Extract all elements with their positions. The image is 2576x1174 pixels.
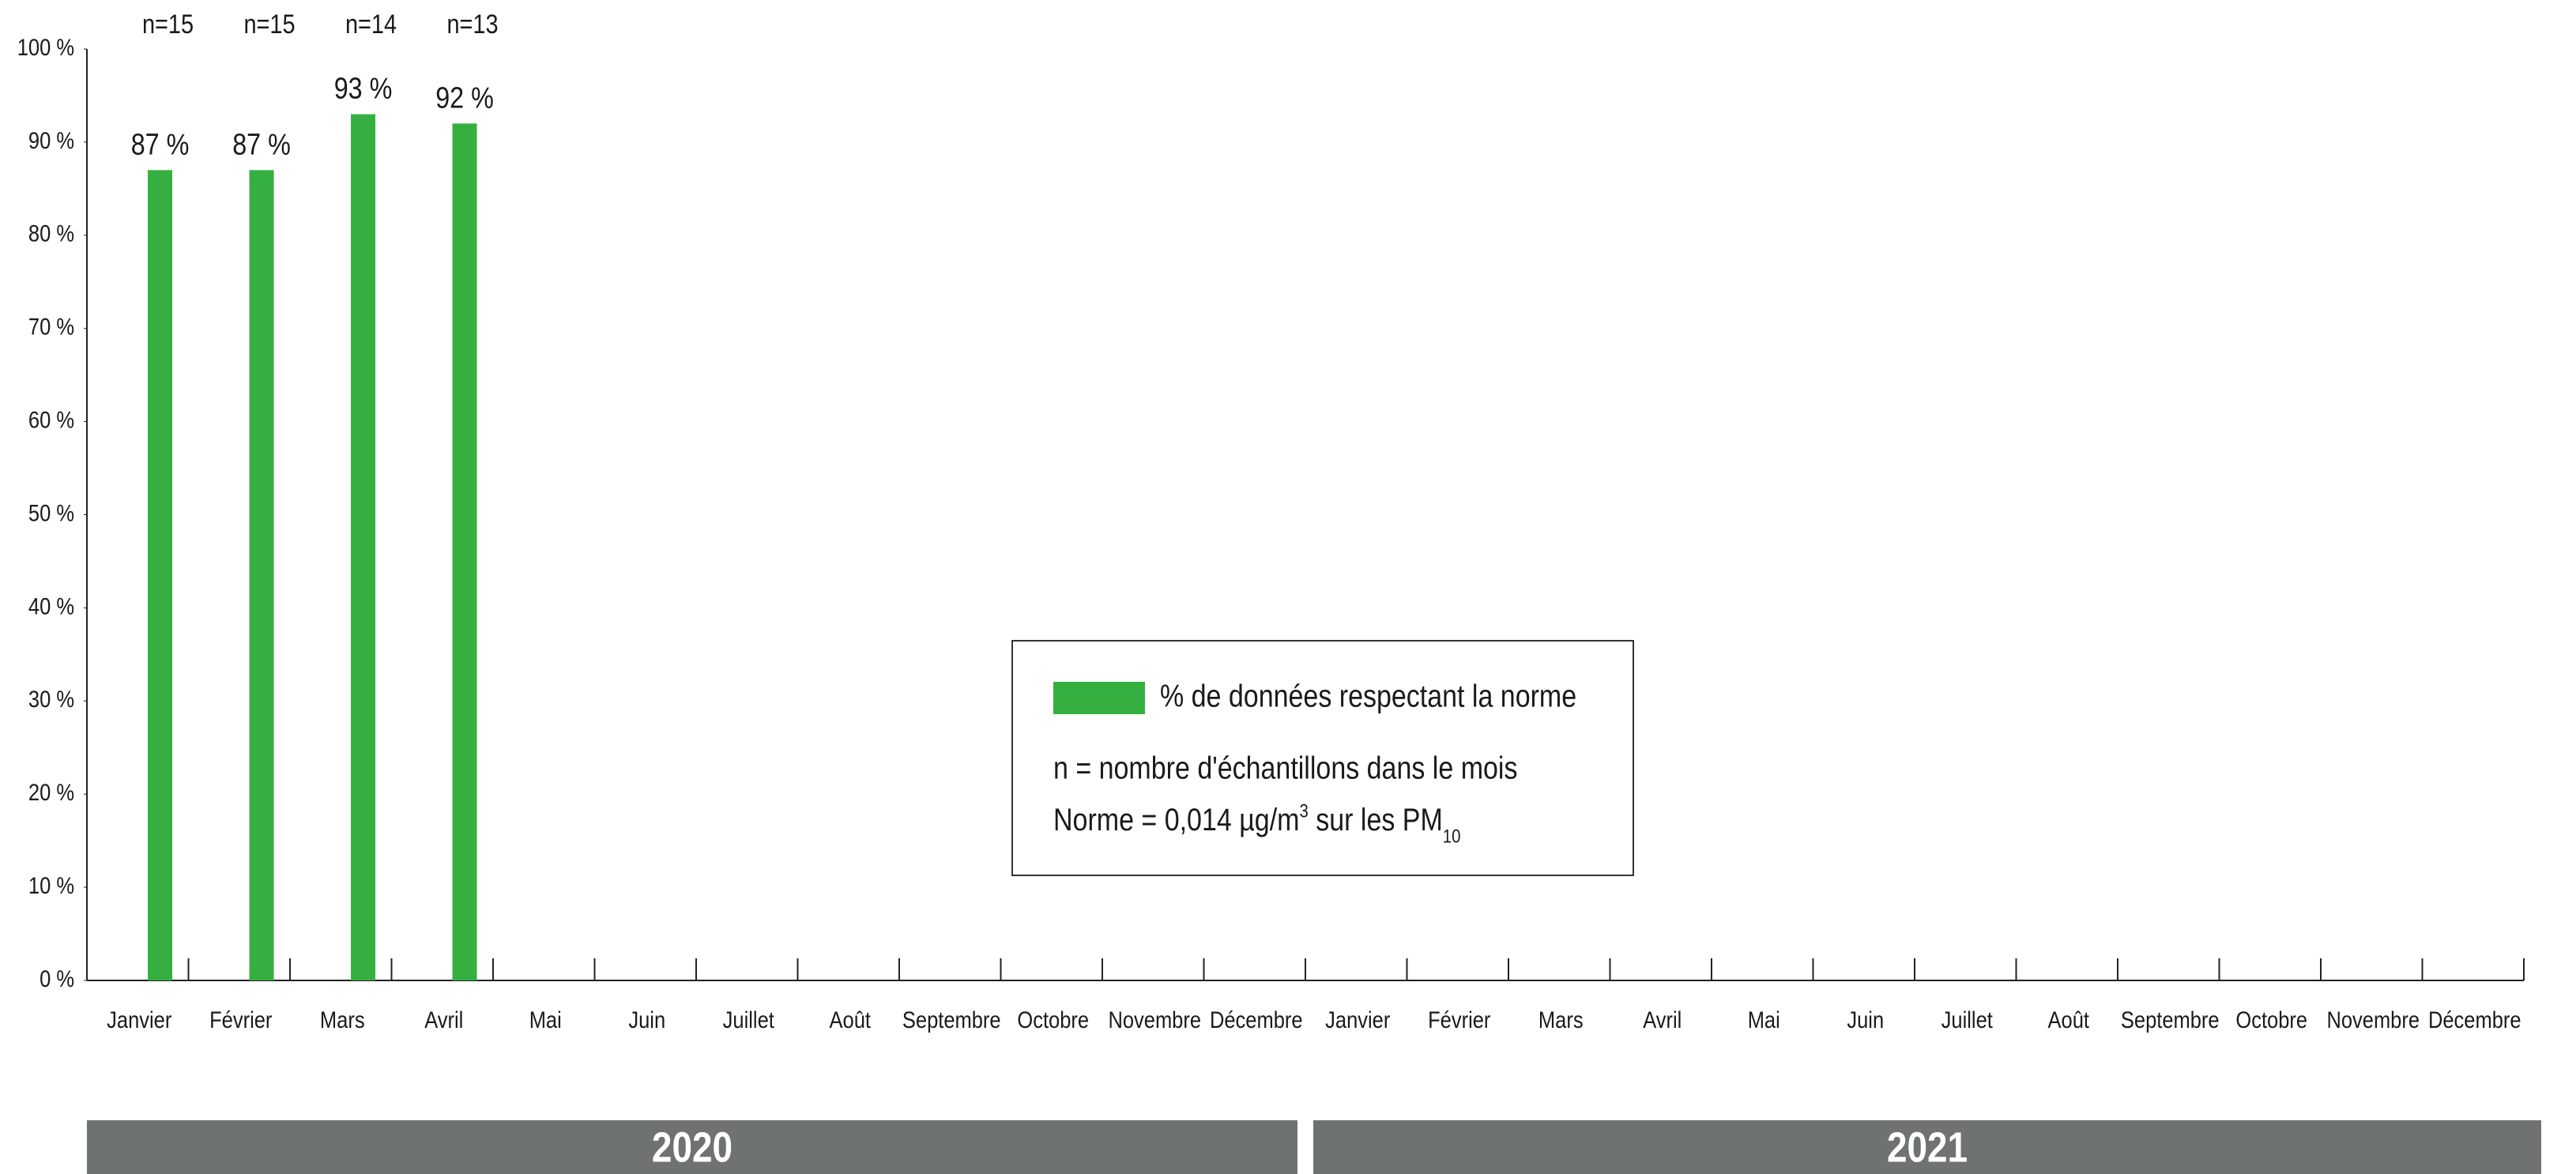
x-tick-label: Juillet <box>723 1007 774 1033</box>
value-label: 93 % <box>334 72 393 105</box>
y-tick-label: 0 % <box>40 965 74 992</box>
y-tick-label: 30 % <box>28 686 74 712</box>
y-tick-label: 90 % <box>28 127 74 153</box>
y-tick-label: 100 % <box>17 34 74 60</box>
legend-swatch <box>1053 682 1145 714</box>
legend-box <box>1011 640 1634 876</box>
x-tick-label: Mars <box>320 1007 365 1033</box>
x-tick-label: Avril <box>1643 1007 1682 1033</box>
sample-count: n=14 <box>345 9 397 40</box>
x-tick-label: Août <box>830 1007 872 1033</box>
note-subscript: 10 <box>1443 826 1461 847</box>
bar <box>249 170 274 980</box>
sample-count: n=13 <box>446 9 498 40</box>
y-tick-label: 70 % <box>28 314 74 340</box>
x-tick-label: Mai <box>529 1007 562 1033</box>
note-superscript: 3 <box>1299 800 1308 822</box>
x-tick-label: Janvier <box>1325 1007 1390 1033</box>
legend-note: n = nombre d'échantillons dans le mois <box>1053 750 1517 785</box>
x-tick-label: Novembre <box>1108 1007 1201 1033</box>
bar <box>148 170 173 980</box>
y-tick-label: 60 % <box>28 407 74 433</box>
year-label: 2020 <box>652 1123 733 1171</box>
note-text: sur les PM <box>1309 801 1443 837</box>
value-label: 92 % <box>435 81 494 115</box>
value-label: 87 % <box>131 128 190 161</box>
x-tick-label: Mars <box>1538 1007 1584 1033</box>
x-tick-label: Février <box>209 1007 272 1033</box>
year-label: 2021 <box>1887 1123 1968 1171</box>
x-tick-label: Juin <box>1847 1007 1884 1033</box>
value-label: 87 % <box>232 128 291 161</box>
year-band <box>87 1120 1297 1174</box>
x-tick-label: Septembre <box>2121 1007 2220 1033</box>
x-tick-label: Septembre <box>902 1007 1001 1033</box>
bar <box>351 114 376 980</box>
legend-label: % de données respectant la norme <box>1160 678 1576 713</box>
x-tick-label: Juillet <box>1941 1007 1993 1033</box>
x-tick-label: Février <box>1428 1007 1490 1033</box>
x-tick-label: Juin <box>628 1007 665 1033</box>
y-tick-label: 80 % <box>28 220 74 246</box>
x-tick-label: Août <box>2048 1007 2090 1033</box>
x-tick-label: Octobre <box>2235 1007 2307 1033</box>
y-tick-label: 50 % <box>28 499 74 525</box>
x-tick-label: Janvier <box>107 1007 171 1033</box>
x-tick-label: Mai <box>1748 1007 1780 1033</box>
sample-count: n=15 <box>243 9 295 40</box>
legend-note: Norme = 0,014 µg/m3 sur les PM10 <box>1053 800 1461 847</box>
x-tick-label: Décembre <box>2428 1007 2521 1033</box>
bar <box>452 123 477 980</box>
sample-count: n=15 <box>142 9 194 40</box>
y-tick-label: 20 % <box>28 779 74 805</box>
x-tick-label: Octobre <box>1017 1007 1089 1033</box>
year-band <box>1313 1120 2541 1174</box>
x-tick-label: Novembre <box>2326 1007 2420 1033</box>
x-tick-label: Avril <box>424 1007 463 1033</box>
y-tick-label: 40 % <box>28 593 74 619</box>
note-text: Norme = 0,014 µg/m <box>1053 801 1299 837</box>
x-tick-label: Décembre <box>1210 1007 1303 1033</box>
y-tick-label: 10 % <box>28 872 74 898</box>
